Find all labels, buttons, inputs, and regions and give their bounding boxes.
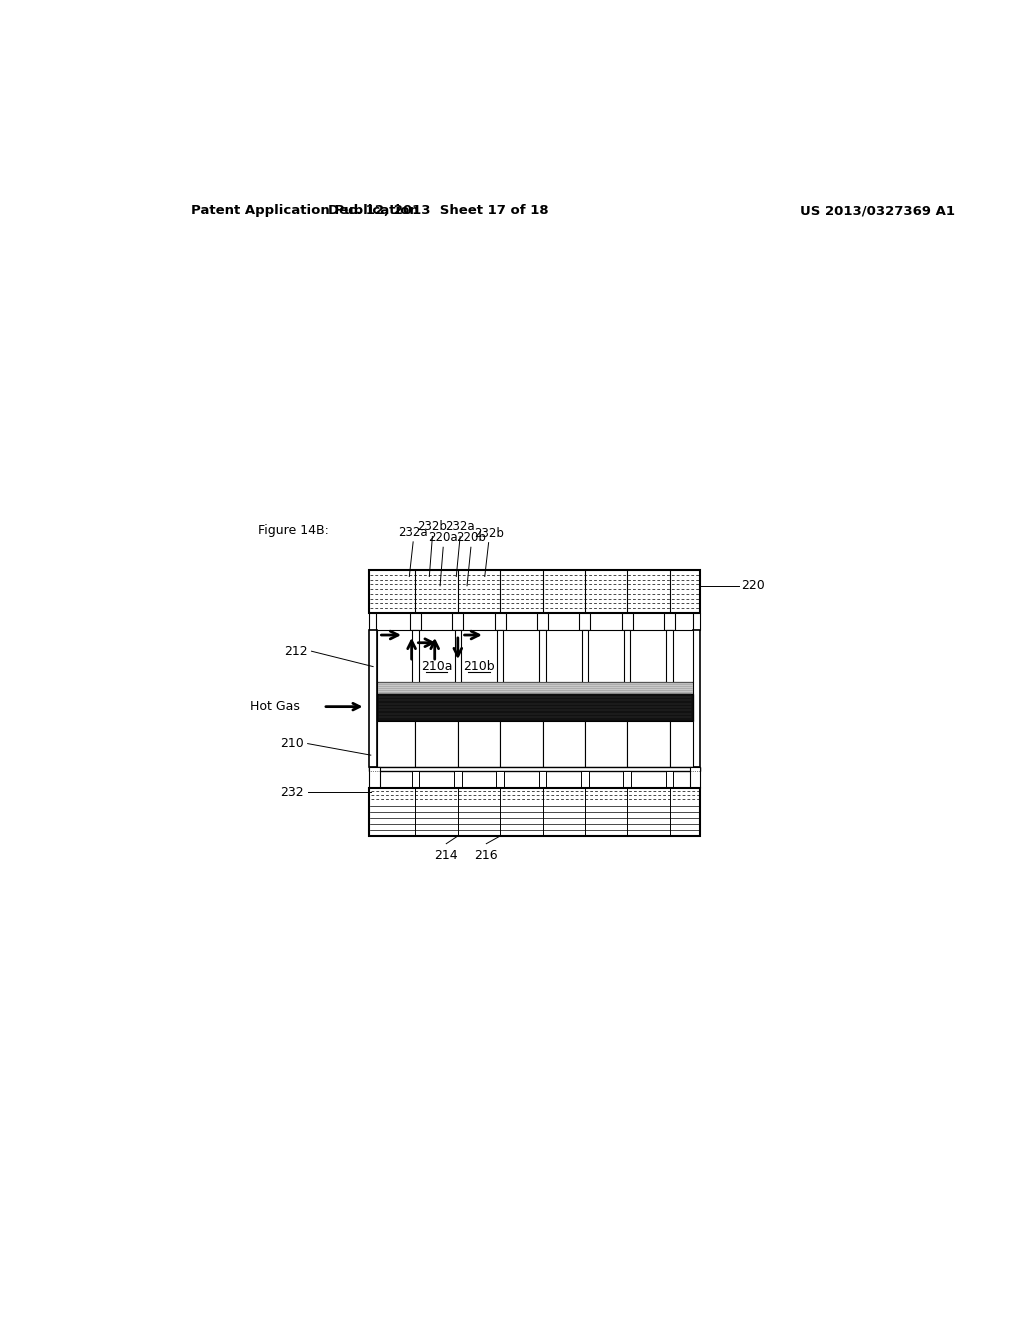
Bar: [377, 630, 416, 682]
Bar: [416, 630, 458, 682]
Bar: [582, 630, 588, 767]
Bar: [543, 721, 585, 767]
Text: 232b: 232b: [418, 520, 447, 533]
Bar: [500, 721, 543, 767]
Bar: [412, 771, 419, 788]
Bar: [377, 693, 692, 721]
Bar: [622, 612, 633, 630]
Text: Figure 14B:: Figure 14B:: [258, 524, 329, 537]
Text: 232a: 232a: [445, 520, 475, 533]
Text: 210a: 210a: [421, 660, 453, 673]
Bar: [628, 721, 670, 767]
Bar: [670, 630, 692, 682]
Bar: [628, 630, 670, 682]
Bar: [693, 612, 700, 630]
Text: 210: 210: [280, 737, 304, 750]
Bar: [624, 771, 631, 788]
Bar: [370, 788, 700, 836]
Text: 220b: 220b: [456, 531, 485, 544]
Bar: [585, 721, 628, 767]
Bar: [377, 682, 692, 693]
Text: 212: 212: [284, 644, 307, 657]
Bar: [495, 612, 506, 630]
Bar: [581, 771, 589, 788]
Bar: [370, 767, 700, 771]
Bar: [497, 630, 503, 767]
Text: 216: 216: [474, 849, 498, 862]
Text: 214: 214: [434, 849, 458, 862]
Bar: [377, 721, 416, 767]
Bar: [370, 767, 380, 788]
Text: Patent Application Publication: Patent Application Publication: [190, 205, 419, 218]
Bar: [370, 630, 377, 767]
Text: 210b: 210b: [463, 660, 495, 673]
Bar: [416, 721, 458, 767]
Bar: [625, 630, 631, 767]
Bar: [692, 630, 700, 767]
Bar: [458, 630, 500, 682]
Bar: [665, 612, 675, 630]
Text: Hot Gas: Hot Gas: [250, 700, 300, 713]
Bar: [585, 630, 628, 682]
Bar: [454, 771, 462, 788]
Bar: [670, 721, 692, 767]
Text: Dec. 12, 2013  Sheet 17 of 18: Dec. 12, 2013 Sheet 17 of 18: [329, 205, 549, 218]
Text: 220a: 220a: [428, 531, 458, 544]
Bar: [370, 570, 700, 612]
Bar: [667, 630, 673, 767]
Bar: [538, 612, 548, 630]
Text: US 2013/0327369 A1: US 2013/0327369 A1: [801, 205, 955, 218]
Text: 232b: 232b: [474, 527, 504, 540]
Text: 232a: 232a: [398, 525, 428, 539]
Bar: [543, 630, 585, 682]
Bar: [458, 721, 500, 767]
Bar: [540, 630, 546, 767]
Bar: [666, 771, 674, 788]
Text: 232: 232: [281, 785, 304, 799]
Bar: [539, 771, 547, 788]
Text: 220: 220: [741, 579, 765, 593]
Bar: [500, 630, 543, 682]
Bar: [580, 612, 590, 630]
Bar: [453, 612, 463, 630]
Bar: [410, 612, 421, 630]
Bar: [413, 630, 419, 767]
Bar: [455, 630, 461, 767]
Bar: [370, 612, 376, 630]
Bar: [497, 771, 504, 788]
Bar: [689, 767, 700, 788]
